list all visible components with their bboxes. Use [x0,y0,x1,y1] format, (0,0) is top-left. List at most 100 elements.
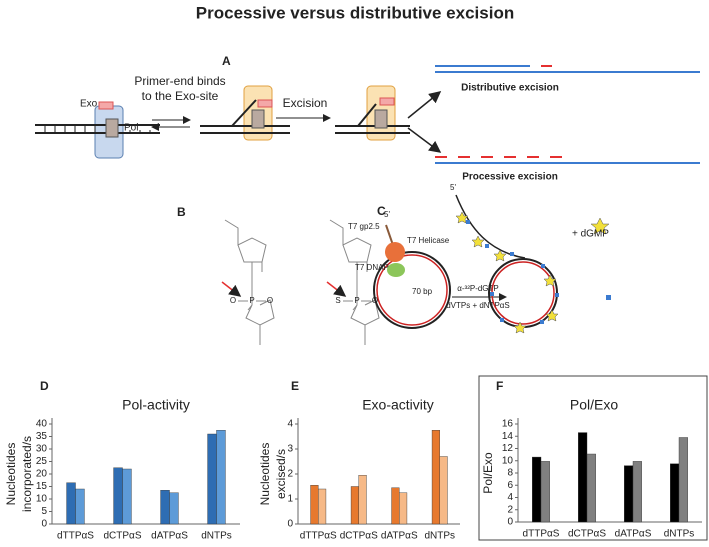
bar [358,475,367,525]
dna [200,125,290,134]
bar [578,432,588,523]
y-tick-label: 12 [502,443,514,454]
y-tick-label: 10 [36,494,48,505]
y-tick-label: 1 [287,494,293,505]
x-tick-label: dNTPs [201,531,232,542]
x-tick-label: dTTPαS [300,531,337,542]
atom: O [267,296,273,305]
arrow [407,127,442,153]
y-tick-label: 2 [507,504,513,515]
bar [216,430,226,525]
figure-title: Processive versus distributive excision [196,3,514,22]
exo-site [257,99,273,108]
panel-b: B O P O S P O [177,205,380,345]
panel-label: C [377,204,386,218]
x-tick-label: dATPαS [381,531,418,542]
red-arrow [326,281,347,297]
bar [66,482,76,525]
atom: P [249,296,254,305]
y-tick-label: 2 [287,469,293,480]
pol-site [251,109,265,129]
pol-label: Pol [124,123,138,134]
stars [455,211,610,334]
pol-site [105,118,119,138]
y-tick-label: 30 [36,444,48,455]
bar [540,461,550,523]
panel-c: C 5' T7 gp2.5 T7 Helicase T7 DNAP 70 bp … [348,183,611,334]
y-tick-label: 40 [36,419,48,430]
bar [678,437,688,523]
x-tick-label: dATPαS [615,529,652,540]
label-nt: α-³²P-dGTP [457,284,499,293]
panel-label: E [291,379,299,393]
bar [670,463,680,523]
bar [318,488,327,525]
helicase-label: T7 Helicase [407,236,450,245]
panel-a: A Exo Pol Primer-end binds to the Exo-si… [35,54,700,183]
atom: P [354,296,359,305]
x-tick-label: dATPαS [151,531,188,542]
panel-label: B [177,205,186,219]
bar [113,467,123,525]
bar [391,487,400,525]
y-axis-label: Nucleotides [4,443,18,506]
primer [231,99,257,127]
bar [122,468,132,525]
bar [532,456,542,523]
atom: S [335,296,340,305]
structure [329,219,380,345]
excision-label: Excision [283,96,328,110]
dna-ticks [44,125,151,133]
bar [624,465,634,523]
five-prime: 5' [384,210,390,219]
y-axis-label: incorporated/s [20,436,34,512]
pol-site [374,109,388,129]
primer-circle [376,254,448,326]
y-tick-label: 4 [287,419,293,430]
x-tick-label: dTTPαS [57,531,94,542]
y-tick-label: 6 [507,480,513,491]
bar [350,486,359,525]
y-tick-label: 20 [36,469,48,480]
y-tick-label: 5 [41,506,47,517]
gp25-label: T7 gp2.5 [348,222,380,231]
five-prime: 5' [450,183,456,192]
atom: O [230,296,236,305]
y-tick-label: 15 [36,481,48,492]
y-tick-label: 8 [507,468,513,479]
primer [357,103,377,127]
exo-label: Exo [80,99,98,110]
x-tick-label: dCTPαS [103,531,141,542]
primer-circle [491,261,555,325]
y-tick-label: 0 [507,517,513,528]
dnap [387,263,405,277]
y-tick-label: 14 [502,431,514,442]
structure [224,219,275,345]
x-tick-label: dNTPs [664,529,695,540]
bar [399,492,408,525]
size-label: 70 bp [412,287,433,296]
y-tick-label: 3 [287,444,293,455]
y-axis-label: Pol/Exo [481,452,495,494]
y-tick-label: 16 [502,419,514,430]
product-label: + dGMP [572,229,609,240]
x-tick-label: dTTPαS [523,529,560,540]
y-tick-label: 25 [36,456,48,467]
panel-label: A [222,54,231,68]
mix-label: dVTPs + dNTPαS [446,301,510,310]
x-tick-label: dNTPs [424,531,455,542]
y-axis-label: Nucleotides [258,443,272,506]
y-tick-label: 4 [507,492,513,503]
template-circle [488,258,558,328]
exo-site [379,97,395,106]
bar [431,430,440,525]
helicase [385,242,405,262]
panel-label: D [40,379,49,393]
bar [207,433,217,525]
chart-title: Exo-activity [362,397,434,413]
bar [586,453,596,523]
panel-label: F [496,379,503,393]
strand [455,194,526,259]
arrow [407,91,442,119]
